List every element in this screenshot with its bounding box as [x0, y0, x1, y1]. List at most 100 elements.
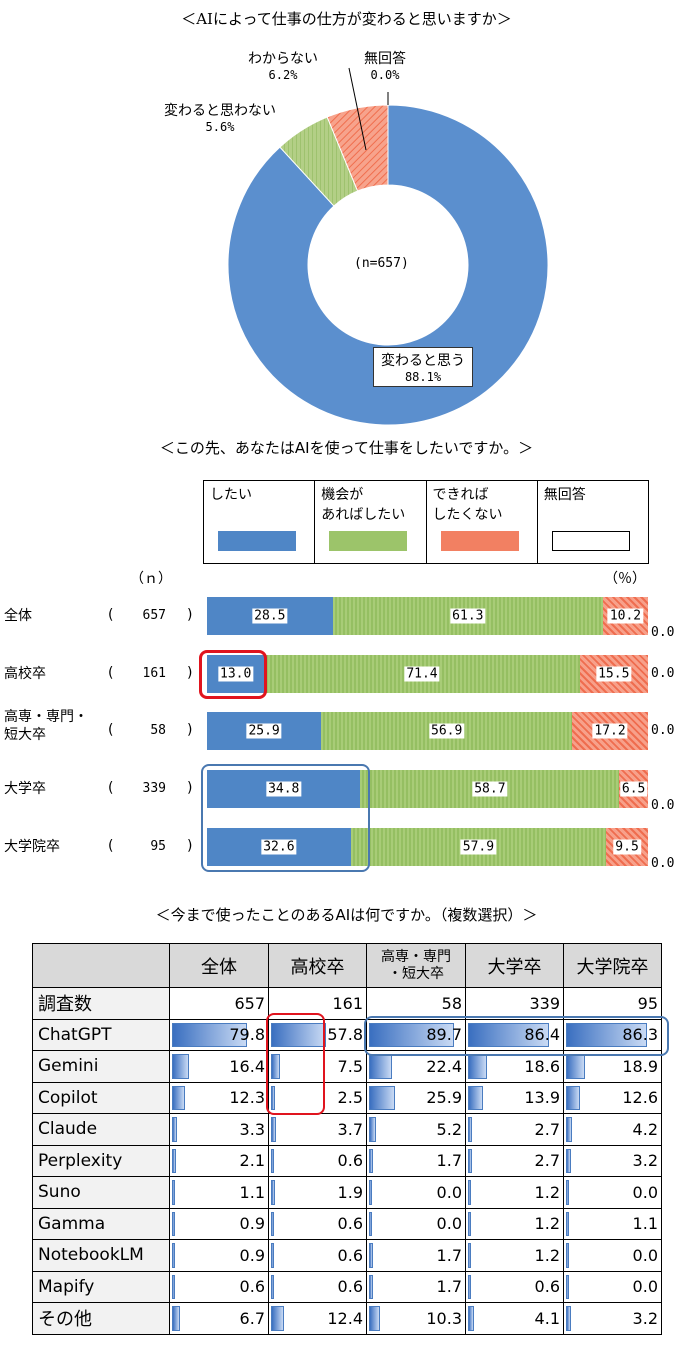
segment-value-label: 13.0	[218, 666, 254, 682]
value-text: 10.3	[426, 1308, 462, 1328]
paren-close: )	[187, 665, 193, 681]
data-bar	[468, 1117, 473, 1142]
value-cell: 2.5	[268, 1081, 367, 1114]
legend-want: したい	[204, 481, 316, 563]
value-text: 57.8	[327, 1025, 363, 1045]
value-cell: 25.9	[366, 1081, 466, 1114]
value-text: 7.5	[337, 1056, 363, 1076]
value-text: 0.0	[436, 1214, 462, 1234]
label-change: 変わると思う 88.1%	[373, 347, 473, 387]
value-cell: 0.0	[563, 1239, 662, 1272]
stacked-bar: 34.8 58.7 6.5	[207, 770, 648, 808]
header-university: 大学卒	[465, 943, 564, 988]
value-text: 1.1	[239, 1182, 265, 1202]
table-header-row: 全体 高校卒 高専・専門 ・短大卒 大学卒 大学院卒	[32, 943, 662, 988]
row-name-cell: Gemini	[32, 1050, 170, 1083]
segment-value-label: 6.5	[619, 781, 648, 797]
value-text: 0.6	[337, 1277, 363, 1297]
value-text: 1.7	[436, 1277, 462, 1297]
seg-ifchance: 58.7	[360, 770, 620, 808]
value-cell: 0.9	[169, 1207, 269, 1240]
seg-rather-not: 10.2	[603, 597, 648, 635]
value-cell: 0.9	[169, 1239, 269, 1272]
value-cell: 1.2	[465, 1176, 564, 1209]
paren-close: )	[187, 838, 193, 854]
data-bar	[369, 1148, 373, 1173]
paren-close: )	[187, 607, 193, 623]
value-cell: 1.1	[169, 1176, 269, 1209]
legend-noanswer: 無回答	[538, 481, 648, 563]
value-text: 3.2	[632, 1308, 658, 1328]
data-bar	[271, 1211, 274, 1236]
value-cell: 79.8	[169, 1018, 269, 1051]
value-text: 4.2	[632, 1119, 658, 1139]
value-text: 89.7	[426, 1025, 462, 1045]
table-row: Mapify 0.6 0.6 1.7 0.6 0.0	[32, 1270, 662, 1303]
label-dontknow: わからない 6.2%	[248, 48, 318, 82]
data-bar	[566, 1085, 580, 1110]
n-header: （ｎ）	[130, 571, 172, 587]
data-bar	[172, 1211, 175, 1236]
label-noanswer-pct: 0.0%	[370, 68, 400, 82]
segment-value-label: 61.3	[450, 608, 486, 624]
value-cell: 0.6	[268, 1270, 367, 1303]
label-change-pct: 88.1%	[404, 370, 442, 384]
value-cell: 1.7	[366, 1239, 466, 1272]
stacked-legend: したい 機会が あればしたい できれば したくない 無回答	[203, 480, 649, 564]
value-cell: 58	[366, 987, 466, 1020]
row-label-line: 大学卒	[4, 781, 46, 797]
value-text: 3.3	[239, 1119, 265, 1139]
donut-center-n: (n=657)	[354, 256, 409, 271]
value-cell: 1.7	[366, 1144, 466, 1177]
data-bar	[271, 1243, 274, 1268]
value-text: 0.0	[632, 1245, 658, 1265]
value-cell: 339	[465, 987, 564, 1020]
row-label-line: 全体	[4, 608, 32, 624]
legend-rather-not: できれば したくない	[427, 481, 538, 563]
data-bar	[468, 1054, 488, 1079]
seg-rather-not: 6.5	[619, 770, 648, 808]
data-bar	[271, 1274, 274, 1299]
noanswer-value-label: 0.0	[651, 856, 675, 871]
row-label: 大学卒	[4, 780, 46, 798]
seg-want: 25.9	[207, 712, 322, 750]
data-bar	[369, 1085, 395, 1110]
data-bar	[468, 1085, 483, 1110]
value-text: 12.6	[622, 1088, 658, 1108]
row-label-line: 短大卒	[4, 727, 46, 743]
value-text: 0.9	[239, 1245, 265, 1265]
data-bar	[566, 1306, 571, 1331]
value-cell: 5.2	[366, 1113, 466, 1146]
data-bar	[369, 1117, 376, 1142]
value-text: 1.2	[534, 1182, 560, 1202]
stacked-bar: 32.6 57.9 9.5	[207, 828, 648, 866]
seg-rather-not: 9.5	[606, 828, 648, 866]
segment-value-label: 32.6	[261, 839, 297, 855]
header-all: 全体	[169, 943, 269, 988]
value-cell: 4.2	[563, 1113, 662, 1146]
legend-rather-not-swatch	[440, 531, 519, 551]
value-cell: 16.4	[169, 1050, 269, 1083]
value-cell: 0.6	[465, 1270, 564, 1303]
data-bar	[172, 1148, 176, 1173]
data-bar	[172, 1117, 178, 1142]
value-cell: 1.2	[465, 1239, 564, 1272]
data-bar	[271, 1117, 277, 1142]
value-cell: 3.2	[563, 1302, 662, 1335]
data-bar	[468, 1243, 472, 1268]
data-bar	[468, 1306, 474, 1331]
label-notchange-text: 変わると思わない	[164, 103, 276, 119]
value-cell: 57.8	[268, 1018, 367, 1051]
data-bar	[172, 1085, 186, 1110]
data-bar	[468, 1274, 471, 1299]
table-row: Suno 1.1 1.9 0.0 1.2 0.0	[32, 1176, 662, 1209]
value-cell: 2.7	[465, 1144, 564, 1177]
value-cell: 0.6	[268, 1144, 367, 1177]
paren-close: )	[187, 722, 193, 738]
value-cell: 0.0	[563, 1270, 662, 1303]
data-bar	[566, 1117, 572, 1142]
value-cell: 4.1	[465, 1302, 564, 1335]
value-text: 2.7	[534, 1119, 560, 1139]
data-bar	[172, 1274, 175, 1299]
data-bar	[369, 1306, 381, 1331]
